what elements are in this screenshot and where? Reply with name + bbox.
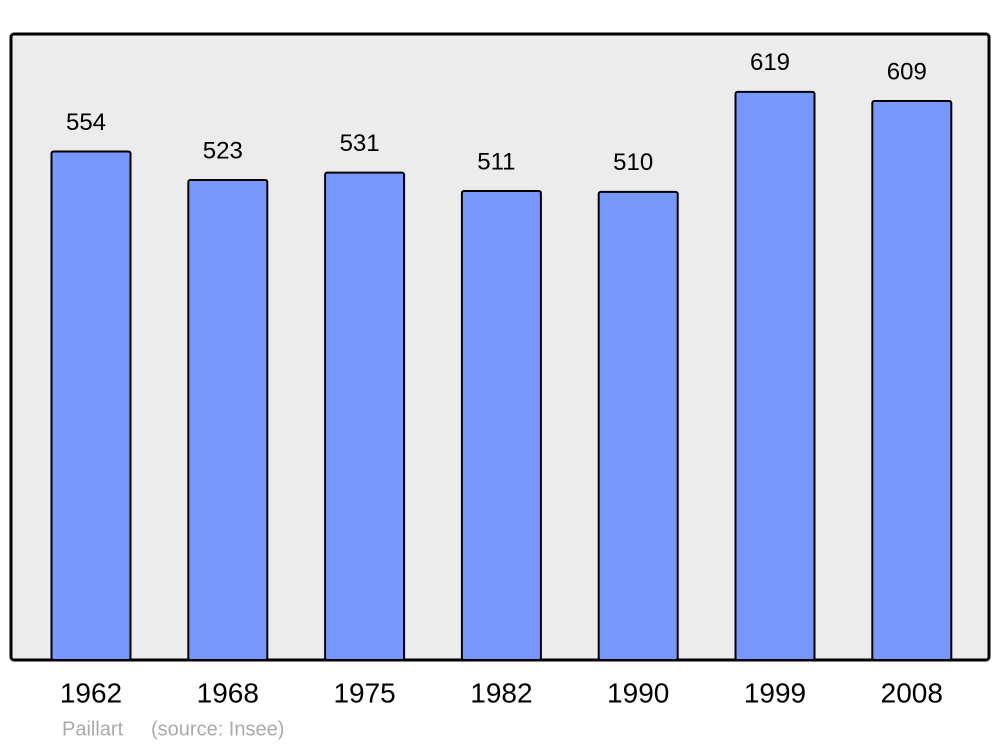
bars: 554 523 531 511 510 619 609 — [50, 49, 953, 662]
bar — [324, 171, 406, 661]
bar — [734, 90, 816, 662]
x-tick-label: 1962 — [60, 677, 122, 708]
value-label: 531 — [340, 130, 380, 157]
value-label: 523 — [203, 137, 243, 164]
value-label: 510 — [613, 149, 653, 176]
x-tick-label: 1982 — [470, 677, 532, 708]
value-label: 554 — [66, 109, 106, 136]
value-label: 511 — [477, 148, 515, 175]
value-label: 619 — [750, 49, 790, 76]
x-tick-label: 2008 — [881, 677, 943, 708]
bar — [597, 190, 679, 661]
x-tick-label: 1999 — [744, 677, 806, 708]
x-tick-label: 1990 — [607, 677, 669, 708]
bar — [460, 189, 542, 661]
bar — [871, 100, 953, 662]
x-tick-label: 1975 — [333, 677, 395, 708]
bar — [50, 150, 132, 661]
commune-credit: Paillart — [62, 718, 124, 740]
value-label: 609 — [887, 58, 927, 85]
x-tick-label: 1968 — [197, 677, 259, 708]
source-credit: (source: Insee) — [151, 718, 284, 740]
bar — [187, 178, 269, 661]
